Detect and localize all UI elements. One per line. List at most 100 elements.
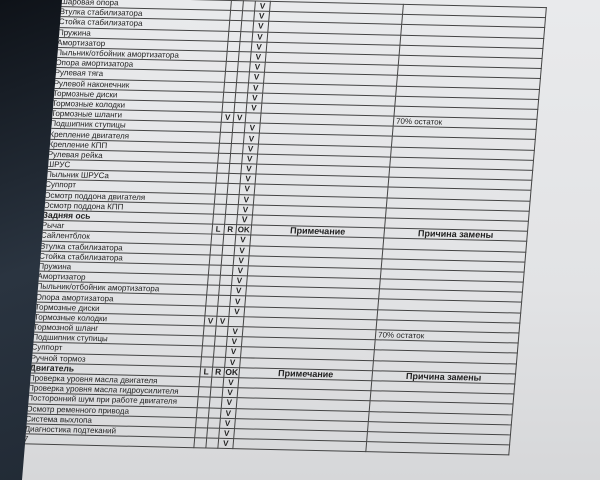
right-mark xyxy=(207,417,221,429)
ok-mark xyxy=(245,112,262,124)
inspection-checklist: Шаровая опора V Втулка стабилизатора V Стойк… xyxy=(22,0,600,459)
left-mark xyxy=(222,102,235,113)
right-mark xyxy=(232,122,246,134)
ok-mark: V xyxy=(254,0,271,12)
right-mark xyxy=(236,71,250,83)
left-mark xyxy=(229,10,243,22)
right-mark xyxy=(213,346,227,357)
right-mark xyxy=(220,265,234,276)
right-mark xyxy=(237,61,251,73)
left-mark xyxy=(223,81,237,93)
right-mark xyxy=(234,102,247,113)
ok-mark: V xyxy=(233,255,250,266)
ok-mark: V xyxy=(242,143,259,154)
right-mark xyxy=(225,204,239,215)
left-mark xyxy=(210,244,223,255)
col-r: R xyxy=(223,224,237,235)
left-mark xyxy=(226,51,240,62)
left-mark xyxy=(220,122,234,133)
right-mark xyxy=(241,10,255,22)
left-mark xyxy=(222,91,236,103)
ok-mark: V xyxy=(250,51,267,63)
left-mark xyxy=(225,61,239,72)
right-mark xyxy=(218,285,232,296)
checklist-table: Шаровая опора V Втулка стабилизатора V Стойк… xyxy=(22,0,547,456)
left-mark xyxy=(207,275,221,286)
ok-mark: V xyxy=(252,21,269,32)
left-mark xyxy=(203,325,217,337)
right-mark: V xyxy=(216,316,229,327)
col-ok: OK xyxy=(235,224,252,236)
right-mark xyxy=(228,163,242,174)
right-mark xyxy=(215,326,229,337)
right-mark xyxy=(230,143,244,154)
ok-mark: V xyxy=(246,92,263,104)
left-mark xyxy=(198,376,212,388)
right-mark xyxy=(234,92,248,103)
right-mark xyxy=(217,295,231,307)
right-mark xyxy=(239,31,253,42)
ok-mark: V xyxy=(232,265,249,276)
left-mark xyxy=(208,264,222,276)
left-mark xyxy=(193,437,207,449)
left-mark xyxy=(210,234,224,245)
left-mark xyxy=(195,417,209,428)
ok-mark: V xyxy=(231,275,248,287)
ok-mark: V xyxy=(240,173,256,185)
ok-mark: V xyxy=(228,306,245,317)
left-mark xyxy=(216,163,230,174)
left-mark: V xyxy=(221,112,235,123)
right-mark xyxy=(242,0,256,12)
ok-mark: V xyxy=(222,377,239,388)
reason-cell xyxy=(365,441,510,456)
ok-mark: V xyxy=(229,295,246,307)
left-mark xyxy=(200,356,214,367)
ok-mark: V xyxy=(244,123,261,134)
left-mark xyxy=(209,254,223,266)
col-ok: V xyxy=(236,214,253,226)
right-mark xyxy=(210,377,224,388)
right-mark xyxy=(238,51,252,63)
col-ok: OK xyxy=(223,367,240,378)
left-mark xyxy=(214,193,228,205)
left-mark xyxy=(194,427,208,439)
left-mark xyxy=(213,203,227,215)
left-mark xyxy=(217,152,231,164)
left-mark xyxy=(197,397,211,408)
right-mark xyxy=(239,41,252,52)
ok-mark: V xyxy=(227,326,244,337)
right-mark xyxy=(226,193,240,205)
ok-mark: V xyxy=(222,387,238,398)
col-r xyxy=(224,214,238,225)
ok-mark: V xyxy=(224,356,241,368)
ok-mark: V xyxy=(234,234,251,246)
right-mark xyxy=(221,254,235,266)
left-mark xyxy=(224,71,238,83)
right-mark xyxy=(222,234,236,246)
right-mark xyxy=(208,407,222,418)
ok-mark: V xyxy=(247,82,264,93)
right-mark xyxy=(235,82,249,93)
ok-mark: V xyxy=(249,62,266,73)
right-mark xyxy=(209,397,223,408)
right-mark xyxy=(210,387,223,398)
right-mark xyxy=(216,305,230,317)
ok-mark: V xyxy=(220,407,237,419)
left-mark xyxy=(216,173,229,184)
ok-mark: V xyxy=(238,194,255,205)
left-mark xyxy=(206,285,220,296)
col-l xyxy=(212,214,226,225)
left-mark xyxy=(196,407,210,418)
left-mark xyxy=(219,132,233,144)
note-cell xyxy=(232,438,367,452)
right-mark xyxy=(228,173,241,185)
left-mark xyxy=(227,41,240,52)
left-mark xyxy=(201,346,215,357)
right-mark xyxy=(212,356,226,368)
left-mark xyxy=(204,305,218,317)
right-mark xyxy=(206,427,220,439)
col-r: R xyxy=(211,366,225,378)
ok-mark: V xyxy=(240,163,257,175)
ok-mark: V xyxy=(239,184,256,195)
